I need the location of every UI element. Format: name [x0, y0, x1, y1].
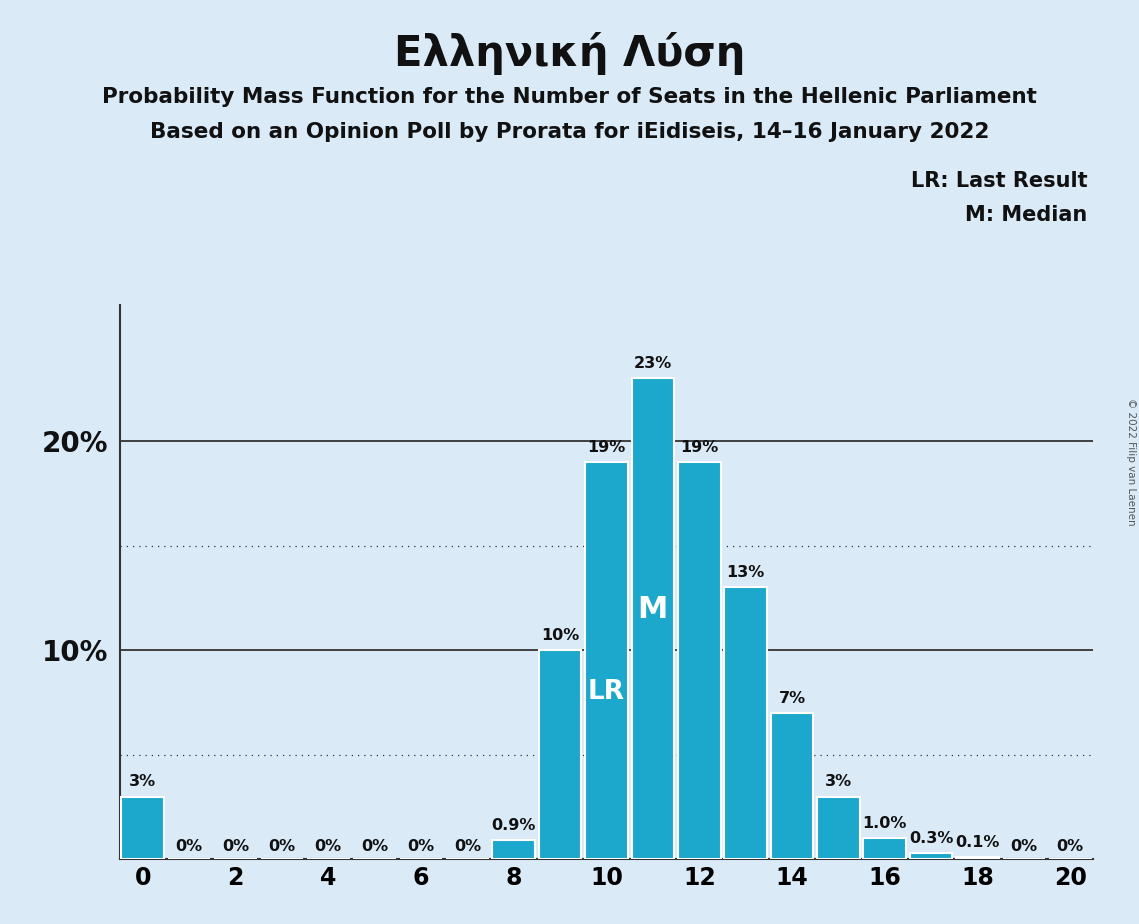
- Bar: [817, 796, 860, 859]
- Text: 0.3%: 0.3%: [909, 831, 953, 845]
- Text: 0%: 0%: [1010, 839, 1038, 854]
- Text: 10%: 10%: [541, 627, 580, 643]
- Text: 13%: 13%: [727, 565, 764, 580]
- Text: 0%: 0%: [408, 839, 435, 854]
- Bar: [678, 462, 721, 859]
- Bar: [956, 857, 999, 859]
- Text: 0%: 0%: [453, 839, 481, 854]
- Text: Ελληνική Λύση: Ελληνική Λύση: [394, 32, 745, 76]
- Text: 0%: 0%: [361, 839, 388, 854]
- Bar: [492, 841, 535, 859]
- Bar: [539, 650, 582, 859]
- Text: © 2022 Filip van Laenen: © 2022 Filip van Laenen: [1126, 398, 1136, 526]
- Text: Probability Mass Function for the Number of Seats in the Hellenic Parliament: Probability Mass Function for the Number…: [103, 87, 1036, 107]
- Text: 0%: 0%: [269, 839, 295, 854]
- Bar: [631, 378, 674, 859]
- Bar: [585, 462, 628, 859]
- Text: 7%: 7%: [778, 690, 805, 706]
- Text: Based on an Opinion Poll by Prorata for iEidiseis, 14–16 January 2022: Based on an Opinion Poll by Prorata for …: [150, 122, 989, 142]
- Text: 0.1%: 0.1%: [956, 835, 1000, 850]
- Bar: [771, 713, 813, 859]
- Bar: [724, 588, 767, 859]
- Text: M: Median: M: Median: [966, 205, 1088, 225]
- Bar: [910, 853, 952, 859]
- Text: LR: Last Result: LR: Last Result: [911, 171, 1088, 191]
- Text: 19%: 19%: [588, 440, 625, 455]
- Text: 0.9%: 0.9%: [492, 818, 536, 833]
- Text: M: M: [638, 595, 669, 624]
- Bar: [863, 838, 907, 859]
- Bar: [122, 796, 164, 859]
- Text: 3%: 3%: [825, 774, 852, 789]
- Text: 0%: 0%: [222, 839, 249, 854]
- Text: 23%: 23%: [633, 356, 672, 371]
- Text: 3%: 3%: [129, 774, 156, 789]
- Text: 0%: 0%: [175, 839, 203, 854]
- Text: 0%: 0%: [1057, 839, 1084, 854]
- Text: 1.0%: 1.0%: [862, 816, 907, 831]
- Text: 19%: 19%: [680, 440, 719, 455]
- Text: LR: LR: [588, 679, 625, 705]
- Text: 0%: 0%: [314, 839, 342, 854]
